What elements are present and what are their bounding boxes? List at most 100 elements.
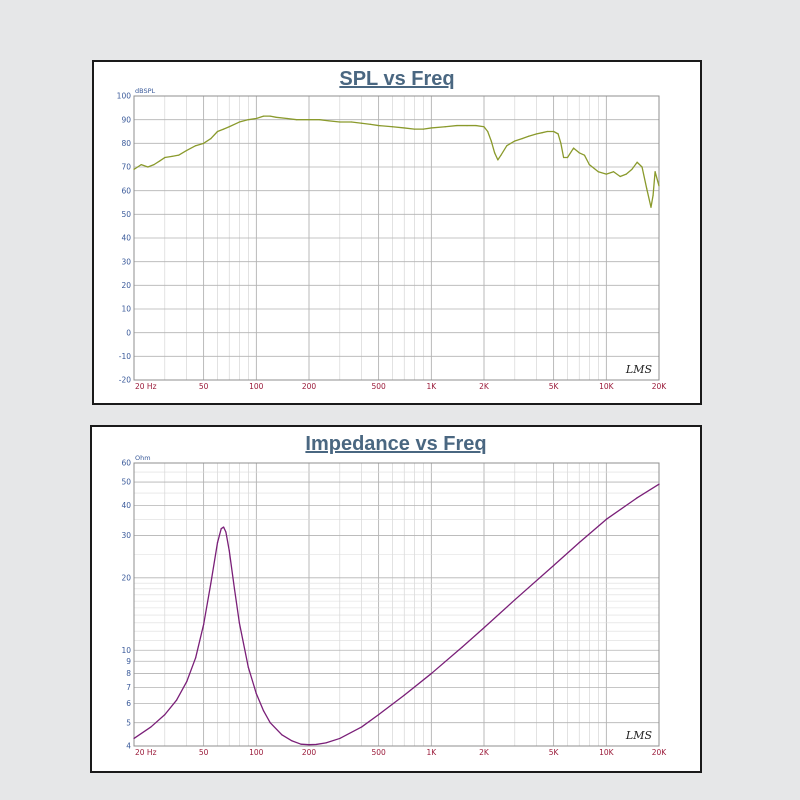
chart-0-data-point: [222, 128, 225, 130]
chart-1-series-line: [133, 483, 660, 746]
chart-1-data-point: [636, 497, 638, 499]
chart-1-x-tick-label: 20 Hz: [135, 748, 157, 757]
chart-1-y-tick-label: 5: [126, 718, 131, 727]
chart-0-data-point: [658, 185, 660, 187]
chart-1-brand-logo: LMS: [625, 729, 653, 742]
chart-1-y-tick-label: 10: [121, 646, 131, 655]
chart-0-data-point: [391, 126, 394, 128]
chart-0-data-point: [269, 115, 271, 117]
chart-1-plot-border: [133, 462, 660, 747]
chart-0-data-point: [497, 159, 499, 161]
chart-1-data-point: [514, 599, 516, 601]
chart-0-data-point: [475, 124, 477, 127]
chart-0-y-tick-label: -10: [119, 352, 131, 361]
chart-0-data-point: [546, 130, 548, 133]
chart-0-data-point: [147, 166, 149, 168]
chart-0-data-point: [164, 156, 166, 159]
chart-1-data-point: [247, 666, 249, 668]
chart-1-data-point: [578, 542, 580, 544]
chart-0-x-tick-label: 500: [371, 382, 386, 391]
chart-0-data-point: [444, 126, 446, 128]
chart-0-data-point: [625, 173, 627, 175]
chart-0-data-point: [631, 168, 633, 170]
chart-0-y-tick-label: 20: [121, 281, 131, 290]
chart-1-x-tick-label: 200: [302, 748, 317, 757]
chart-0-data-point: [557, 133, 559, 135]
chart-0-data-point: [514, 140, 516, 142]
chart-1-data-point: [186, 681, 188, 683]
chart-1-data-point: [361, 726, 363, 728]
chart-0-data-point: [536, 133, 538, 135]
chart-1-data-point: [315, 743, 317, 746]
chart-1-x-tick-label: 50: [199, 748, 209, 757]
chart-1-data-point: [203, 623, 205, 626]
chart-1-y-tick-label: 60: [121, 459, 131, 468]
chart-0-data-point: [566, 156, 569, 159]
chart-1-y-tick-label: 40: [121, 501, 131, 510]
chart-0-data-point: [578, 152, 580, 154]
chart-1-data-point: [150, 726, 152, 728]
chart-1-data-point: [175, 699, 178, 701]
chart-0-data-point: [133, 168, 135, 170]
chart-1-data-point: [291, 740, 293, 742]
chart-0-x-tick-label: 1K: [426, 382, 437, 391]
chart-0-data-point: [140, 164, 142, 166]
chart-1-data-point: [658, 483, 660, 485]
chart-1-data-point: [269, 722, 271, 724]
chart-1-data-point: [233, 588, 236, 590]
chart-0-y-tick-label: 90: [121, 115, 131, 124]
chart-1-y-tick-label: 50: [121, 478, 131, 487]
chart-0-data-point: [328, 120, 330, 122]
chart-0-data-point: [612, 171, 615, 173]
chart-0-data-point: [641, 166, 643, 168]
chart-0-data-point: [210, 138, 212, 140]
chart-0-data-point: [319, 119, 321, 121]
chart-0-data-point: [203, 142, 205, 144]
chart-1-data-point: [228, 549, 230, 551]
chart-1-data-point: [605, 518, 607, 520]
chart-0-x-tick-label: 200: [302, 382, 317, 391]
chart-0-y-tick-label: 80: [121, 139, 131, 148]
chart-0-data-point: [650, 206, 652, 208]
chart-0-data-point: [178, 154, 180, 156]
chart-1-data-point: [164, 714, 166, 716]
spl-chart-panel: SPL vs Freq 100 90 80 70 60 50 40 30 20 10 0 -10 -20…: [92, 60, 702, 405]
chart-0-data-point: [563, 156, 565, 159]
chart-1-data-point: [222, 526, 225, 528]
chart-0-data-point: [171, 155, 173, 157]
chart-0-data-point: [528, 135, 530, 137]
chart-0-data-point: [619, 175, 621, 178]
chart-1-y-tick-label: 6: [126, 699, 131, 708]
chart-0-data-point: [153, 164, 155, 166]
chart-1-y-tick-label: 8: [126, 669, 131, 678]
chart-0-y-tick-label: 60: [121, 186, 131, 195]
chart-1-plot-area: [134, 463, 659, 746]
chart-1-x-tick-label: 10K: [599, 748, 615, 757]
chart-1-data-point: [403, 694, 405, 696]
chart-1-data-point: [300, 743, 302, 745]
chart-0-data-point: [597, 171, 599, 173]
chart-0-data-point: [521, 138, 523, 140]
chart-0-data-point: [247, 119, 249, 121]
chart-1-x-tick-label: 5K: [549, 748, 560, 757]
chart-0-data-point: [238, 121, 240, 123]
impedance-chart-title: Impedance vs Freq: [305, 433, 487, 455]
impedance-chart: 60 50 40 30 20 10 9 8 7 6 5 4 Ohm 20 Hz 50 100 200 500 1K 2…: [121, 454, 667, 757]
spl-chart-title: SPL vs Freq: [339, 68, 455, 90]
chart-0-data-point: [466, 124, 468, 127]
chart-0-data-point: [370, 123, 372, 125]
chart-0-data-point: [583, 154, 586, 156]
chart-0-data-point: [654, 171, 656, 173]
chart-1-data-point: [238, 622, 240, 624]
chart-0-x-tick-label: 10K: [599, 382, 615, 391]
chart-1-data-point: [308, 744, 310, 746]
chart-1-y-tick-label: 7: [126, 683, 131, 692]
chart-0-brand-logo: LMS: [625, 363, 653, 376]
chart-0-data-point: [588, 164, 590, 166]
chart-0-y-tick-label: 30: [121, 257, 131, 266]
chart-0-data-point: [572, 147, 575, 149]
chart-0-data-point: [296, 119, 298, 121]
chart-0-data-point: [500, 154, 502, 156]
chart-0-data-point: [487, 130, 489, 133]
